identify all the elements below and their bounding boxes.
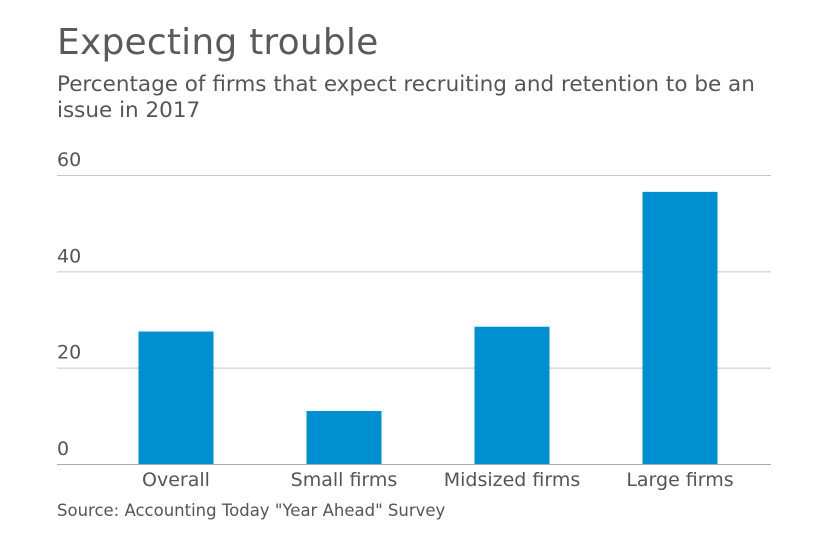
x-tick-labels: Overall Small firms Midsized firms Large fi… [142, 469, 734, 491]
y-tick-label-0: 0 [57, 438, 69, 460]
x-tick-label-small-firms: Small firms [291, 469, 398, 491]
y-tick-label-20: 20 [57, 342, 81, 364]
y-tick-labels: 0 20 40 60 [57, 149, 81, 460]
bar-small-firms [306, 411, 382, 464]
bar-large-firms [642, 191, 718, 464]
x-tick-label-midsized-firms: Midsized firms [444, 469, 581, 491]
x-tick-label-overall: Overall [142, 469, 210, 491]
y-tick-label-60: 60 [57, 149, 81, 171]
bar-midsized-firms [474, 326, 550, 464]
chart-subtitle: Percentage of firms that expect recruiti… [57, 72, 755, 123]
x-tick-label-large-firms: Large firms [626, 469, 733, 491]
bars [138, 191, 718, 464]
source-note: Source: Accounting Today "Year Ahead" Su… [57, 501, 446, 520]
y-tick-label-40: 40 [57, 245, 81, 267]
bar-overall [138, 331, 214, 464]
chart-title: Expecting trouble [57, 22, 379, 63]
